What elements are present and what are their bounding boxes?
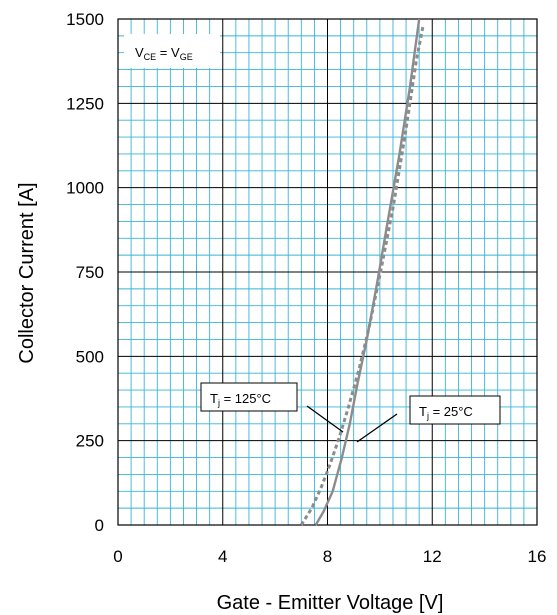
x-axis-label: Gate - Emitter Voltage [V] bbox=[217, 592, 444, 614]
condition-box: VCE = VGE bbox=[124, 34, 220, 68]
x-tick-label: 0 bbox=[113, 547, 122, 566]
y-tick-label: 0 bbox=[95, 516, 104, 535]
x-tick-label: 4 bbox=[218, 547, 227, 566]
annotation-tj-125-leader bbox=[306, 405, 344, 433]
x-tick-label: 12 bbox=[423, 547, 442, 566]
annotation-tj-125: Tj = 125°C bbox=[200, 382, 344, 433]
annotation-tj-25-label: Tj = 25°C bbox=[419, 404, 473, 421]
grid-major bbox=[117, 18, 538, 526]
x-tick-label: 16 bbox=[528, 547, 547, 566]
y-tick-label: 1250 bbox=[66, 94, 104, 113]
annotation-tj-25-leader bbox=[356, 413, 398, 443]
y-tick-label: 1500 bbox=[66, 10, 104, 29]
annotation-tj-25: Tj = 25°C bbox=[356, 395, 501, 443]
annotation-tj-125-label: Tj = 125°C bbox=[210, 391, 271, 408]
x-tick-labels: 0 4 8 12 16 bbox=[113, 547, 546, 566]
y-tick-labels: 0 250 500 750 1000 1250 1500 bbox=[66, 10, 104, 535]
plot-frame bbox=[117, 18, 538, 526]
condition-label: VCE = VGE bbox=[135, 45, 193, 62]
y-axis-label: Collector Current [A] bbox=[16, 182, 38, 363]
y-tick-label: 500 bbox=[76, 347, 104, 366]
y-tick-label: 750 bbox=[76, 263, 104, 282]
series-line-tj-125 bbox=[300, 25, 425, 526]
x-tick-label: 8 bbox=[323, 547, 332, 566]
y-tick-label: 1000 bbox=[66, 179, 104, 198]
series-layer bbox=[300, 18, 425, 526]
y-tick-label: 250 bbox=[76, 432, 104, 451]
